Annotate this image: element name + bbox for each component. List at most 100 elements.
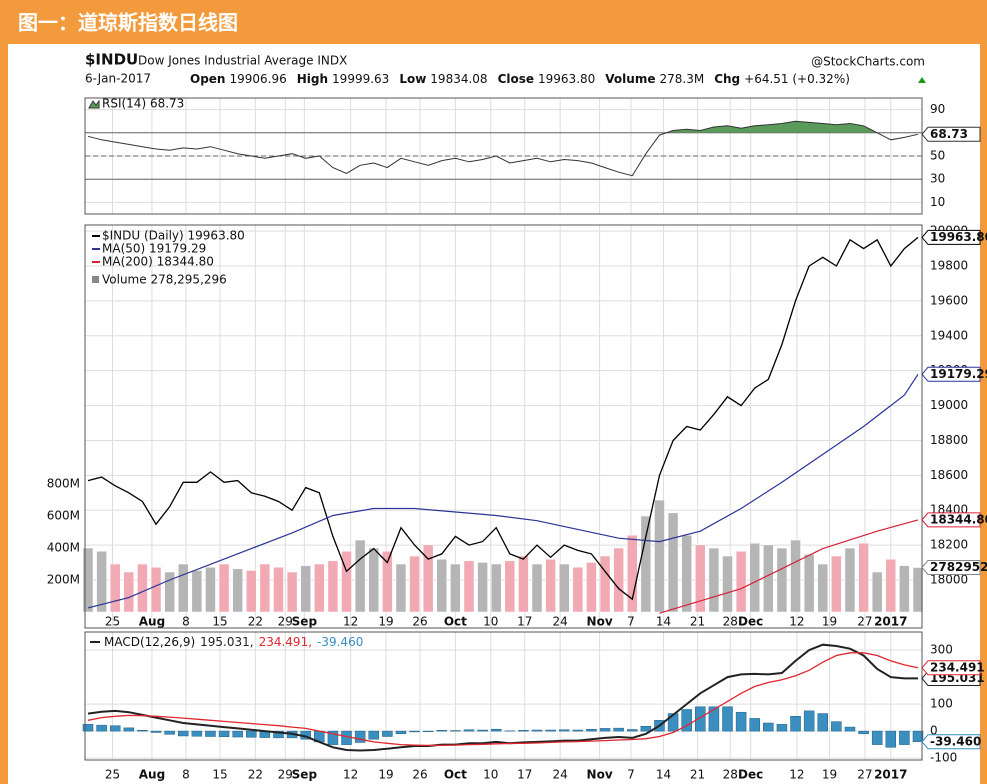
x-tick-label: 25 xyxy=(105,768,120,782)
x-tick-label: 12 xyxy=(789,768,804,782)
volume-bar xyxy=(817,563,829,613)
last-value-tag xyxy=(921,560,981,576)
last-value-label: -39.460 xyxy=(930,734,981,748)
last-value-tag xyxy=(921,126,981,142)
x-tick-label: 12 xyxy=(789,615,804,629)
y-tick-label: 18600 xyxy=(930,468,968,482)
last-value-label: 68.73 xyxy=(930,127,968,141)
macd-hist-bar xyxy=(218,730,230,738)
ma-line xyxy=(87,373,919,609)
volume-bar xyxy=(368,547,379,613)
macd-hist-bar xyxy=(518,730,529,732)
macd-hist-bar xyxy=(586,728,597,732)
volume-bar xyxy=(708,547,720,613)
volume-bar xyxy=(327,560,339,613)
x-tick-label: Sep xyxy=(292,615,318,629)
panel-frame xyxy=(84,631,923,761)
volume-bar xyxy=(885,558,897,613)
macd-hist-bar xyxy=(382,730,393,737)
volume-bar xyxy=(599,555,611,613)
x-tick-label: Aug xyxy=(139,615,165,629)
macd-hist-bar xyxy=(763,722,774,732)
macd-hist-bar xyxy=(191,730,203,737)
macd-hist-bar xyxy=(137,730,148,732)
macd-legend-value: -39.460 xyxy=(317,635,363,649)
x-tick-label: 21 xyxy=(690,615,705,629)
x-tick-label: 19 xyxy=(378,768,393,782)
volume-bar xyxy=(409,555,420,613)
x-tick-label: 7 xyxy=(627,615,635,629)
x-tick-label: 24 xyxy=(553,615,568,629)
macd-legend: MACD(12,26,9) 195.031, 234.491, -39.460 xyxy=(104,635,363,649)
quote-label: Close xyxy=(498,72,534,86)
x-tick-label: 2017 xyxy=(874,768,907,782)
macd-hist-bar xyxy=(205,730,216,737)
volume-bar xyxy=(164,571,175,613)
quote-label: Low xyxy=(399,72,426,86)
macd-legend-name: MACD(12,26,9) xyxy=(104,635,195,649)
symbol-name: Dow Jones Industrial Average INDX xyxy=(138,54,347,68)
macd-hist-bar xyxy=(831,721,842,732)
volume-bar xyxy=(558,563,570,613)
macd-hist-bar xyxy=(395,730,407,735)
x-tick-label: 22 xyxy=(248,615,263,629)
x-tick-label: Nov xyxy=(587,768,613,782)
x-tick-label: 17 xyxy=(517,615,532,629)
volume-bar xyxy=(912,567,924,613)
macd-hist-bar xyxy=(177,730,189,737)
macd-hist-bar xyxy=(776,724,788,732)
quote-line: Open 19906.96 High 19999.63 Low 19834.08 Close… xyxy=(190,72,850,86)
volume-bar xyxy=(123,571,135,613)
x-tick-label: Aug xyxy=(139,768,165,782)
x-tick-label: 17 xyxy=(517,768,532,782)
last-value-label: 19963.80 xyxy=(930,230,987,244)
figure-title: 图一：道琼斯指数日线图 xyxy=(18,11,238,35)
x-tick-label: 12 xyxy=(343,768,358,782)
volume-bar xyxy=(137,563,148,613)
last-value-tag xyxy=(921,366,981,382)
macd-hist-bar xyxy=(844,726,856,732)
volume-bar xyxy=(858,542,869,613)
macd-legend-value: 234.491, xyxy=(259,635,312,649)
y-tick-label: 19400 xyxy=(930,328,968,342)
volume-bar xyxy=(803,554,815,613)
panel-frame xyxy=(84,224,923,629)
macd-hist-bar xyxy=(409,730,420,733)
macd-line xyxy=(87,652,919,747)
x-tick-label: 19 xyxy=(378,615,393,629)
volume-bar xyxy=(246,570,257,613)
chg-arrow xyxy=(918,77,926,83)
y-tick-label: 19600 xyxy=(930,293,968,307)
volume-bar xyxy=(627,534,638,613)
y-tick-label: 100 xyxy=(930,697,953,711)
x-tick-label: 21 xyxy=(690,768,705,782)
source: @StockCharts.com xyxy=(811,55,925,69)
x-tick-label: 14 xyxy=(656,615,671,629)
x-tick-label: 29 xyxy=(278,768,293,782)
volume-bar xyxy=(273,566,284,613)
macd-hist-bar xyxy=(803,710,815,732)
y-tick-label: 300 xyxy=(930,643,953,657)
volume-bar xyxy=(545,558,556,613)
macd-hist-bar xyxy=(722,706,733,732)
last-value-tag xyxy=(921,512,981,528)
macd-hist-bar xyxy=(858,730,869,735)
legend-label: Volume 278,295,296 xyxy=(102,273,227,287)
macd-hist-bar xyxy=(531,729,543,732)
quote-label: Chg xyxy=(714,72,740,86)
y-tick-label: 0 xyxy=(930,724,938,738)
volume-tick-label: 600M xyxy=(47,509,80,523)
macd-hist-bar xyxy=(109,725,121,732)
macd-hist-bar xyxy=(436,730,448,732)
ma-line xyxy=(659,519,919,614)
macd-hist-bar xyxy=(627,729,638,732)
volume-bar xyxy=(490,563,502,613)
volume-bar xyxy=(613,547,624,613)
last-value-label: 18344.80 xyxy=(930,512,987,526)
macd-hist-bar xyxy=(422,730,434,732)
last-value-label: 19179.29 xyxy=(930,367,987,381)
volume-bar xyxy=(82,547,94,613)
macd-line xyxy=(87,643,918,752)
volume-bar xyxy=(341,550,352,613)
